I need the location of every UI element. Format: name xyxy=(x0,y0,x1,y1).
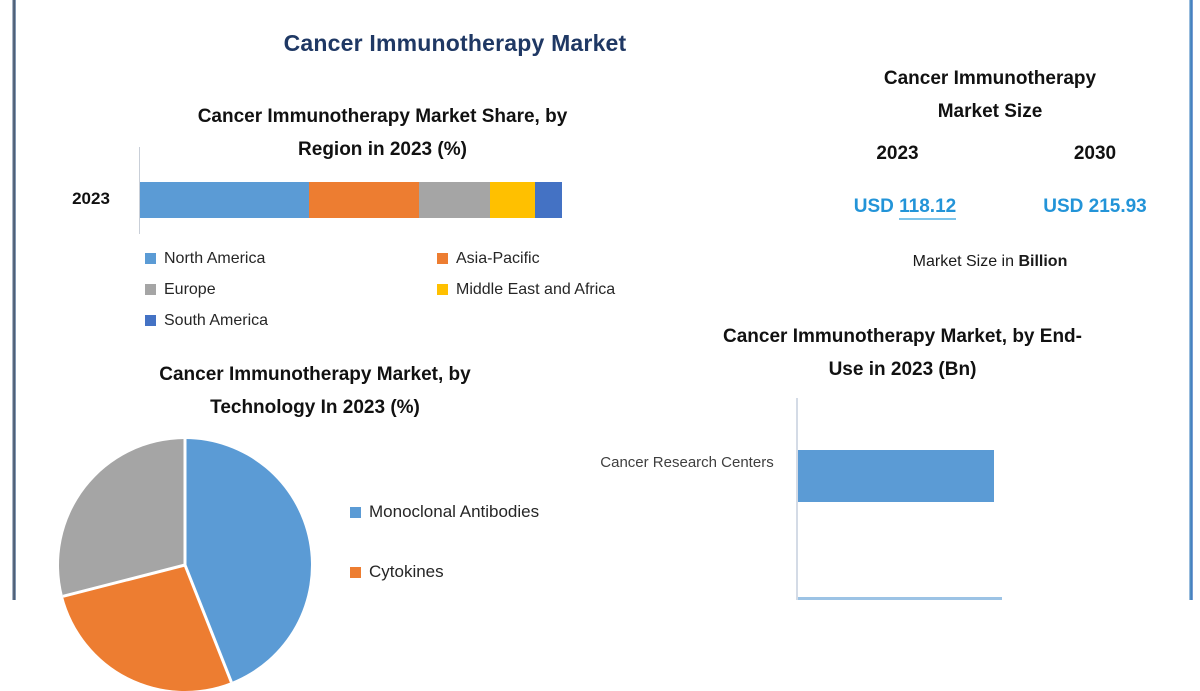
technology-chart-title: Cancer Immunotherapy Market, by Technolo… xyxy=(85,358,545,424)
frame-border-left xyxy=(12,0,16,600)
enduse-category-label: Cancer Research Centers xyxy=(600,454,774,471)
legend-swatch-monoclonal-antibodies xyxy=(350,506,361,518)
pie-slice-divider xyxy=(62,563,186,598)
market-size-year-2023: 2023 xyxy=(876,143,919,164)
market-size-title-line2: Market Size xyxy=(937,101,1043,122)
enduse-bar-partial xyxy=(798,597,1002,600)
bar-segment-europe xyxy=(418,182,491,218)
legend-item-monoclonal-antibodies: Monoclonal Antibodies xyxy=(350,502,539,522)
legend-item-north-america: North America xyxy=(145,250,437,268)
region-chart-category-axis xyxy=(139,147,140,234)
region-legend: North America Asia-Pacific Europe Middle Ea… xyxy=(145,243,690,336)
market-size-value-2023[interactable]: USD 118.12 xyxy=(830,196,980,220)
legend-swatch-south-america xyxy=(145,315,156,326)
legend-item-asia-pacific: Asia-Pacific xyxy=(437,250,690,268)
legend-label: North America xyxy=(164,249,266,267)
legend-label: Middle East and Africa xyxy=(456,280,616,298)
usd-prefix: USD xyxy=(853,196,900,217)
region-chart-title-line1: Cancer Immunotherapy Market Share, by xyxy=(197,106,568,127)
market-size-title: Cancer Immunotherapy Market Size xyxy=(825,62,1155,128)
caption-prefix: Market Size in xyxy=(912,253,1019,270)
bar-segment-middle-east-and-africa xyxy=(490,182,535,218)
region-chart-title-line2: Region in 2023 (%) xyxy=(298,139,467,160)
enduse-chart-title-line1: Cancer Immunotherapy Market, by End- xyxy=(723,326,1082,347)
pie-slice-unlabeled xyxy=(59,439,185,597)
region-stacked-bar xyxy=(140,182,562,218)
legend-label: Monoclonal Antibodies xyxy=(369,502,540,521)
legend-swatch-europe xyxy=(145,284,156,295)
legend-item-cytokines: Cytokines xyxy=(350,562,539,582)
legend-swatch-cytokines xyxy=(350,566,361,578)
legend-label: Asia-Pacific xyxy=(456,249,540,267)
bar-segment-asia-pacific xyxy=(308,182,419,218)
technology-chart-title-line2: Technology In 2023 (%) xyxy=(210,397,420,418)
technology-legend: Monoclonal Antibodies Cytokines xyxy=(350,502,539,582)
legend-label: South America xyxy=(164,311,269,329)
bar-segment-south-america xyxy=(534,182,562,218)
legend-label: Cytokines xyxy=(369,562,444,581)
region-chart-title: Cancer Immunotherapy Market Share, by Re… xyxy=(100,100,665,166)
market-size-year-2030: 2030 xyxy=(1073,143,1117,164)
legend-label: Europe xyxy=(164,280,216,298)
legend-swatch-asia-pacific xyxy=(437,253,448,264)
market-size-value-2030: USD 215.93 xyxy=(1043,196,1147,217)
enduse-chart-category-axis xyxy=(796,398,798,600)
legend-swatch-middle-east-and-africa xyxy=(437,284,448,295)
enduse-plot-area xyxy=(798,398,1198,600)
legend-item-south-america: South America xyxy=(145,312,437,330)
technology-chart-title-line1: Cancer Immunotherapy Market, by xyxy=(159,364,471,385)
legend-item-middle-east-and-africa: Middle East and Africa xyxy=(437,281,690,299)
legend-swatch-north-america xyxy=(145,253,156,264)
usd-value-link[interactable]: 118.12 xyxy=(899,196,957,220)
market-size-title-line1: Cancer Immunotherapy xyxy=(883,68,1097,89)
technology-pie xyxy=(59,439,311,691)
region-chart-row-label: 2023 xyxy=(72,189,110,208)
enduse-bar-cancer-research-centers xyxy=(798,450,994,502)
page-title: Cancer Immunotherapy Market xyxy=(283,30,627,56)
enduse-chart-title: Cancer Immunotherapy Market, by End- Use… xyxy=(690,320,1115,386)
market-size-caption: Market Size in Billion xyxy=(825,253,1155,271)
caption-billion: Billion xyxy=(1018,253,1068,270)
legend-item-europe: Europe xyxy=(145,281,437,299)
bar-segment-north-america xyxy=(140,182,309,218)
frame-border-right xyxy=(1189,0,1193,600)
enduse-chart-title-line2: Use in 2023 (Bn) xyxy=(828,359,977,380)
